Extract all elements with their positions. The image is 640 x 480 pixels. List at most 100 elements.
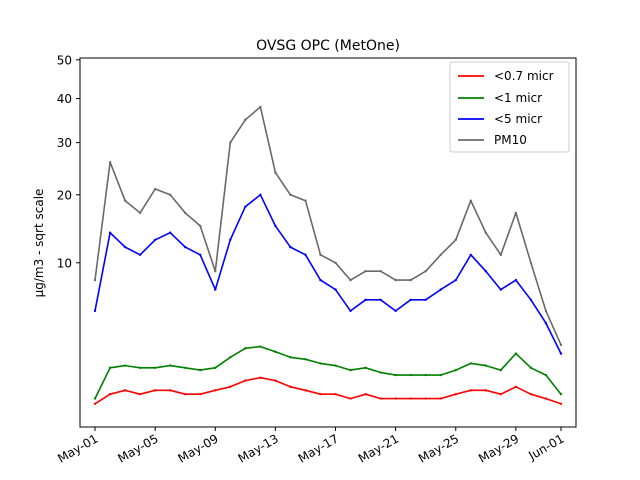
data-point-4-23 — [424, 270, 427, 273]
data-point-1-1 — [93, 402, 97, 405]
data-point-3-11 — [244, 205, 247, 208]
data-point-2-7 — [184, 366, 187, 369]
x-tick-label-9: Jun-01 — [525, 431, 566, 463]
data-point-4-1 — [93, 278, 97, 282]
data-point-3-31 — [544, 321, 548, 325]
data-point-2-32 — [559, 392, 563, 396]
data-point-3-29 — [514, 278, 518, 282]
data-point-3-18 — [349, 309, 352, 313]
x-tick-label-8: May-29 — [476, 431, 521, 465]
data-point-1-3 — [123, 389, 127, 392]
data-point-3-14 — [289, 245, 292, 249]
legend: <0.7 micr <1 micr <5 micr PM10 — [449, 61, 570, 153]
data-point-1-20 — [379, 397, 382, 400]
data-point-1-27 — [484, 389, 488, 392]
data-point-4-6 — [168, 193, 172, 196]
x-tick-label-3: May-09 — [176, 431, 221, 465]
data-point-4-10 — [229, 141, 232, 144]
data-point-4-5 — [153, 187, 157, 191]
data-point-4-21 — [394, 278, 397, 282]
data-point-1-10 — [229, 385, 232, 388]
data-point-3-32 — [559, 352, 563, 355]
data-point-4-32 — [559, 343, 563, 347]
data-point-3-6 — [168, 231, 172, 234]
data-point-2-22 — [409, 373, 412, 377]
data-point-1-29 — [514, 385, 518, 388]
data-point-4-13 — [274, 171, 277, 174]
y-tick-label-5: 50 — [57, 53, 72, 67]
data-point-4-20 — [379, 270, 382, 273]
data-point-2-25 — [454, 368, 457, 372]
data-point-2-9 — [214, 366, 217, 369]
data-point-3-23 — [424, 298, 427, 302]
data-point-4-19 — [364, 270, 367, 273]
data-point-4-7 — [184, 211, 187, 215]
data-point-3-22 — [409, 298, 412, 302]
data-point-4-8 — [199, 224, 202, 228]
series-layer — [93, 105, 563, 405]
data-point-1-15 — [304, 389, 307, 392]
data-point-2-5 — [153, 366, 157, 369]
data-point-3-4 — [138, 253, 142, 256]
data-point-1-6 — [168, 389, 172, 392]
data-point-3-25 — [454, 278, 457, 282]
plot-frame — [79, 57, 577, 428]
legend-label-3: <5 micr — [494, 112, 542, 126]
data-point-2-26 — [469, 362, 472, 365]
x-tick-label-1: May-01 — [55, 431, 100, 465]
data-point-1-7 — [184, 392, 187, 396]
series-line-4 — [94, 106, 562, 346]
x-tick-label-4: May-13 — [236, 431, 281, 465]
data-point-1-31 — [544, 397, 548, 400]
data-point-3-16 — [319, 278, 322, 282]
x-tick-label-2: May-05 — [115, 431, 160, 465]
x-tick-label-7: May-25 — [416, 431, 461, 465]
data-point-4-17 — [334, 261, 337, 264]
data-point-4-28 — [499, 253, 503, 256]
data-point-3-26 — [469, 253, 472, 256]
data-point-2-13 — [274, 350, 277, 353]
data-point-1-5 — [153, 389, 157, 392]
data-point-3-19 — [364, 298, 367, 302]
data-point-3-3 — [123, 245, 127, 249]
data-point-4-12 — [259, 105, 262, 109]
data-point-2-12 — [259, 345, 262, 348]
data-point-2-31 — [544, 373, 548, 377]
data-point-4-15 — [304, 199, 307, 202]
data-point-2-19 — [364, 366, 367, 369]
y-tick-label-4: 40 — [57, 92, 72, 106]
data-point-4-16 — [319, 253, 322, 256]
data-point-3-9 — [214, 288, 217, 291]
data-point-1-22 — [409, 397, 412, 400]
series-line-2 — [94, 345, 562, 399]
data-point-4-22 — [409, 278, 412, 282]
data-point-2-4 — [138, 366, 142, 369]
data-point-4-3 — [123, 199, 127, 202]
data-point-4-2 — [108, 161, 112, 164]
data-point-2-14 — [289, 356, 292, 359]
data-point-1-16 — [319, 392, 322, 396]
legend-box — [449, 61, 570, 153]
data-point-4-24 — [439, 253, 442, 256]
data-point-1-8 — [199, 392, 202, 396]
data-point-2-30 — [529, 366, 533, 369]
data-point-4-27 — [484, 231, 488, 234]
data-point-1-25 — [454, 392, 457, 396]
y-tick-label-3: 30 — [57, 136, 72, 150]
data-point-3-30 — [529, 298, 533, 302]
data-point-3-5 — [153, 238, 157, 241]
data-point-2-2 — [108, 366, 112, 369]
data-point-2-8 — [199, 368, 202, 372]
legend-label-1: <0.7 micr — [494, 69, 554, 83]
data-point-3-24 — [439, 288, 442, 291]
data-point-1-2 — [108, 392, 112, 396]
data-point-3-7 — [184, 245, 187, 249]
data-point-2-20 — [379, 371, 382, 374]
data-point-1-18 — [349, 397, 352, 400]
data-point-2-16 — [319, 362, 322, 365]
data-point-1-28 — [499, 392, 503, 396]
data-point-3-21 — [394, 309, 397, 313]
y-tick-label-1: 10 — [57, 256, 72, 270]
data-point-1-12 — [259, 376, 262, 379]
data-point-1-26 — [469, 389, 472, 392]
